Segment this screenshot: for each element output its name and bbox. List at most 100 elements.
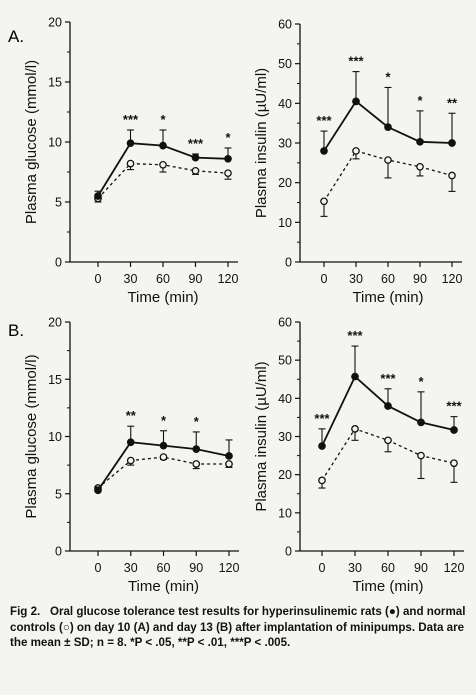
figure-caption: Fig 2. Oral glucose tolerance test resul… [10, 604, 466, 651]
chart1-significance-label: *** [123, 112, 139, 127]
chart2-x-axis-title: Time (min) [352, 289, 423, 306]
chart4-x-tick-label: 90 [414, 561, 428, 575]
chart2-treated-point [384, 123, 392, 131]
chart1-significance-label: * [225, 130, 231, 145]
chart3-y-tick-label: 15 [48, 373, 62, 387]
chart4-y-tick-label: 0 [285, 545, 292, 559]
chart1-treated-point [94, 192, 102, 200]
chart1-significance-label: * [160, 112, 166, 127]
chart3-y-tick-label: 20 [48, 316, 62, 330]
chart1-control-point [224, 169, 232, 178]
chart4-control-point [318, 476, 326, 485]
chart4-x-tick-label: 30 [348, 561, 362, 575]
chart3-significance-label: * [194, 414, 200, 429]
chart3-control-point [225, 460, 233, 468]
caption-heading: Fig 2. [10, 605, 41, 618]
chart1-panel-label: A. [8, 27, 24, 46]
chart2-treated-point [352, 97, 360, 106]
chart1-control-point [191, 166, 200, 175]
chart1-x-tick-label: 30 [124, 272, 138, 286]
chart4-treated-point [351, 372, 359, 381]
chart2-y-axis-title: Plasma insulin (µU/ml) [253, 68, 270, 218]
chart3-treated-point [225, 452, 233, 460]
chart3-significance-label: ** [126, 408, 137, 423]
chart4-treated-point [450, 426, 458, 434]
chart4-y-tick-label: 60 [278, 316, 292, 330]
chart2-y-tick-label: 0 [285, 256, 292, 270]
chart1-treated-point [224, 154, 232, 163]
chart4-y-tick-label: 40 [278, 392, 292, 406]
chart2-x-tick-label: 30 [349, 272, 363, 286]
chart2-y-tick-label: 10 [278, 216, 292, 230]
chart3-x-tick-label: 90 [189, 561, 203, 575]
chart1-control-point [159, 160, 167, 169]
chart2-control-point [448, 171, 456, 180]
chart4-control-point [351, 425, 359, 433]
chart4-significance-label: *** [314, 411, 330, 426]
chart3-x-tick-label: 0 [95, 561, 102, 575]
chart3-panel-label: B. [8, 321, 24, 340]
chart4-y-tick-label: 30 [278, 430, 292, 444]
chart3-control-point [192, 460, 201, 468]
figure: A. 0 5 10 15 20 0 30 60 90 120 Time (min) Plasma glu… [8, 16, 464, 596]
chart1-y-tick-label: 5 [55, 196, 62, 210]
chart4-control-point [384, 436, 392, 445]
chart4-control-point [417, 451, 425, 460]
chart2-control-point [320, 197, 328, 206]
chart2-y-tick-label: 30 [278, 137, 292, 151]
chart1-y-tick-label: 0 [55, 256, 62, 270]
chart4-x-tick-label: 60 [381, 561, 395, 575]
chart2-y-tick-label: 40 [278, 97, 292, 111]
chart3-x-axis-title: Time (min) [128, 578, 199, 595]
chart2-treated-point [448, 139, 456, 147]
chart3-significance-label: * [161, 413, 167, 428]
chart3-treated-point [192, 445, 201, 453]
chart2-x-tick-label: 60 [381, 272, 395, 286]
chart2-control-point [416, 162, 424, 171]
chart4-treated-point [417, 418, 425, 427]
chart4-treated-point [318, 442, 326, 450]
chart4-significance-label: *** [446, 399, 462, 414]
chart1-x-axis-title: Time (min) [127, 289, 198, 306]
chart2-significance-label: *** [316, 113, 332, 128]
chart4-control-point [450, 459, 458, 468]
chart4-y-tick-label: 20 [278, 468, 292, 482]
chart2-control-point [384, 156, 392, 164]
chart1-significance-label: *** [188, 136, 204, 151]
chart1-x-tick-label: 0 [95, 272, 102, 286]
chart3-y-tick-label: 5 [55, 487, 62, 501]
chart2-significance-label: *** [348, 54, 364, 69]
chart3-x-tick-label: 120 [219, 561, 240, 575]
chart2-y-tick-label: 60 [278, 18, 292, 32]
chart1-x-tick-label: 120 [218, 272, 239, 286]
chart2-control-point [352, 147, 360, 155]
chart4-y-tick-label: 10 [278, 506, 292, 520]
chart1-x-tick-label: 60 [156, 272, 170, 286]
chart3-y-tick-label: 10 [48, 430, 62, 444]
chart4-x-axis-title: Time (min) [352, 578, 423, 595]
chart2-treated-point [416, 137, 424, 146]
chart2-significance-label: * [417, 93, 423, 108]
chart3-treated-point [94, 486, 102, 495]
chart4-significance-label: *** [380, 371, 396, 386]
chart4-x-tick-label: 0 [319, 561, 326, 575]
chart4-y-axis-title: Plasma insulin (µU/ml) [253, 361, 270, 511]
chart3-treated-point [126, 438, 135, 447]
chart2-x-tick-label: 120 [442, 272, 463, 286]
chart1-y-axis-title: Plasma glucose (mmol/l) [23, 60, 40, 224]
chart1-y-tick-label: 20 [48, 16, 62, 30]
chart1-treated-point [159, 141, 167, 150]
chart3-control-point [159, 453, 168, 461]
chart4-treated-line [321, 375, 455, 447]
chart1-y-tick-label: 15 [48, 76, 62, 90]
chart2-y-tick-label: 50 [278, 57, 292, 71]
chart2-significance-label: * [385, 69, 391, 84]
chart1-control-point [126, 159, 135, 168]
chart3-y-tick-label: 0 [55, 545, 62, 559]
chart1-treated-point [191, 153, 200, 162]
chart1-treated-point [126, 139, 135, 148]
chart4-significance-label: *** [347, 328, 363, 343]
chart2-significance-label: ** [447, 95, 458, 110]
chart2-x-tick-label: 90 [413, 272, 427, 286]
chart4-significance-label: * [418, 374, 424, 389]
